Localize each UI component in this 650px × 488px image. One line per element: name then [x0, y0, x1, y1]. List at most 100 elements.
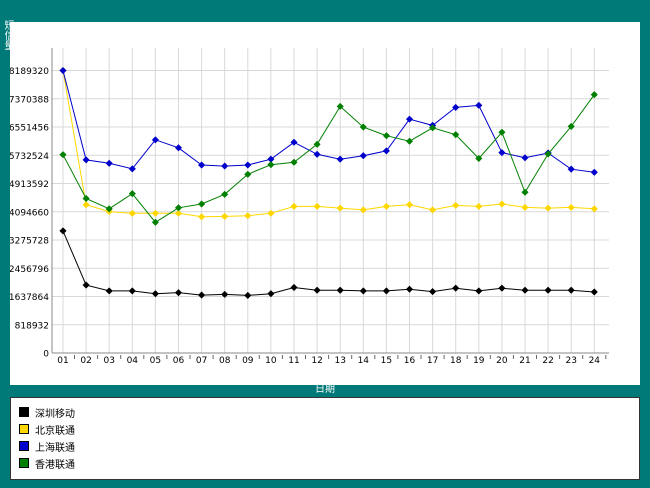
data-point — [221, 212, 229, 221]
data-point — [452, 201, 460, 210]
y-axis-label: 短信量 — [2, 20, 13, 50]
data-point — [174, 288, 183, 297]
data-point — [244, 161, 252, 169]
data-point — [382, 147, 391, 155]
x-tick-label: 18 — [450, 356, 462, 366]
data-point — [359, 206, 367, 214]
data-point — [313, 150, 321, 158]
x-tick-label: 16 — [404, 356, 416, 366]
legend-label: 香港联通 — [35, 459, 75, 471]
data-point — [590, 91, 598, 99]
x-tick-label: 20 — [496, 356, 508, 366]
data-point — [221, 290, 229, 299]
x-tick-label: 13 — [334, 356, 345, 366]
y-tick-label: 4094660 — [10, 208, 49, 218]
x-tick-label: 12 — [311, 356, 322, 366]
data-point — [197, 213, 206, 221]
legend-swatch — [19, 458, 29, 468]
data-point — [498, 200, 506, 208]
series-line — [62, 70, 595, 173]
data-point — [405, 201, 414, 209]
data-point — [267, 161, 275, 169]
data-point — [151, 218, 160, 226]
series-line — [62, 94, 595, 223]
data-point — [128, 165, 136, 173]
x-tick-label: 01 — [57, 356, 68, 366]
data-point — [244, 212, 252, 220]
data-point — [428, 206, 437, 214]
legend-label: 深圳移动 — [35, 408, 75, 420]
data-point — [313, 286, 321, 294]
y-tick-label: 0 — [43, 350, 49, 360]
y-tick-label: 1637864 — [10, 293, 49, 303]
data-point — [267, 290, 275, 298]
data-point — [359, 287, 367, 295]
data-point — [405, 137, 414, 145]
data-point — [544, 150, 552, 158]
data-point — [567, 165, 575, 173]
y-tick-label: 4913592 — [10, 180, 49, 190]
x-tick-label: 24 — [589, 356, 601, 366]
data-point — [336, 155, 344, 163]
data-point — [290, 138, 298, 146]
data-point — [452, 103, 460, 112]
data-point — [82, 201, 90, 209]
data-point — [197, 161, 206, 169]
x-tick-label: 03 — [103, 356, 114, 366]
data-point — [197, 291, 206, 299]
data-point — [336, 204, 344, 212]
data-point — [221, 162, 229, 170]
data-point — [128, 190, 136, 198]
legend: 深圳移动 北京联通 上海联通 香港联通 — [10, 397, 640, 480]
y-tick-label: 8189320 — [10, 67, 49, 77]
data-point — [244, 291, 252, 300]
data-point — [290, 158, 298, 166]
x-tick-label: 10 — [265, 356, 277, 366]
data-point — [544, 204, 552, 212]
data-point — [452, 284, 460, 292]
y-tick-label: 2456796 — [10, 265, 49, 275]
y-tick-label: 3275728 — [10, 237, 49, 247]
data-point — [267, 209, 275, 217]
data-point — [567, 203, 575, 212]
x-tick-label: 11 — [288, 356, 299, 366]
x-tick-label: 09 — [242, 356, 254, 366]
data-point — [359, 123, 367, 131]
data-point — [498, 128, 506, 136]
data-point — [244, 170, 252, 178]
data-point — [128, 287, 136, 295]
data-point — [59, 151, 67, 159]
legend-label: 北京联通 — [35, 425, 75, 437]
data-point — [452, 131, 460, 139]
data-point — [498, 284, 506, 292]
data-point — [475, 202, 483, 211]
y-tick-label: 818932 — [15, 321, 49, 331]
data-point — [59, 66, 67, 75]
x-tick-label: 14 — [358, 356, 370, 366]
data-point — [521, 154, 529, 162]
data-point — [197, 200, 206, 208]
data-point — [428, 124, 437, 132]
y-tick-label: 5732524 — [10, 152, 49, 162]
legend-item-beijing-unicom: 北京联通 — [19, 422, 75, 437]
data-point — [475, 101, 483, 110]
data-point — [590, 288, 598, 296]
y-tick-label: 7370388 — [10, 95, 49, 105]
data-point — [290, 283, 298, 292]
data-point — [544, 286, 552, 294]
data-point — [221, 190, 229, 198]
plot-panel: 0 818932 1637864 2456796 3275728 4094660 49135… — [10, 22, 640, 385]
x-axis-label: 日期 — [315, 384, 335, 395]
x-tick-label: 15 — [381, 356, 392, 366]
data-point — [151, 136, 160, 144]
data-point — [498, 148, 506, 157]
data-point — [382, 132, 391, 140]
legend-item-hongkong-unicom: 香港联通 — [19, 456, 75, 471]
y-tick-label: 6551456 — [10, 124, 49, 134]
data-point — [59, 227, 67, 235]
legend-label: 上海联通 — [35, 442, 75, 454]
data-point — [82, 281, 90, 289]
legend-item-shanghai-unicom: 上海联通 — [19, 439, 75, 454]
data-point — [567, 122, 575, 131]
